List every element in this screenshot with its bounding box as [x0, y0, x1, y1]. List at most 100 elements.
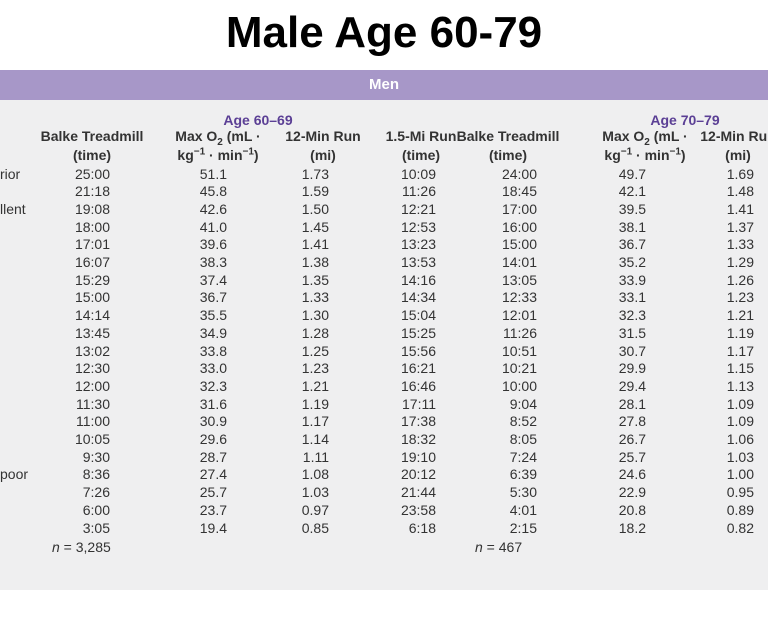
cell: 41.0 — [199, 218, 227, 235]
cell: 13:02 — [74, 342, 110, 359]
cell: 8:52 — [509, 413, 537, 430]
cell: 1.69 — [726, 165, 754, 182]
cell: 23:58 — [400, 501, 436, 518]
group-label: Age 60–69 — [223, 112, 293, 128]
cell: 12:00 — [74, 377, 110, 394]
cell: 1.25 — [301, 342, 329, 359]
cell: 1.14 — [301, 431, 329, 447]
header-text: −1 — [620, 146, 633, 158]
cell: 35.5 — [199, 307, 227, 324]
cell: 10:09 — [400, 165, 436, 182]
column-header: (time) — [402, 147, 440, 164]
cell: 20:12 — [400, 466, 436, 483]
cell: 1.30 — [301, 307, 329, 324]
row-label: poor — [0, 466, 29, 483]
cell: 18:45 — [501, 183, 537, 200]
cell: 1.21 — [301, 377, 329, 394]
header-text: · min — [205, 147, 243, 163]
cell: 33.0 — [199, 360, 227, 377]
cell: 17:11 — [402, 395, 436, 412]
group-label: Age 70–79 — [650, 112, 720, 128]
cell: 1.09 — [726, 395, 754, 412]
header-text: Balke Treadmill — [40, 128, 144, 144]
cell: 12:01 — [501, 307, 537, 324]
column-header: 12-Min Run — [285, 128, 360, 145]
cell: 15:56 — [400, 342, 436, 359]
cell: 15:00 — [501, 236, 537, 253]
cell: 31.5 — [618, 324, 646, 341]
cell: 1.19 — [301, 395, 329, 412]
note-text: n — [475, 539, 483, 556]
header-text: kg — [604, 147, 621, 163]
cell: 1.26 — [726, 271, 754, 288]
cell: 1.29 — [726, 254, 754, 270]
header-text: ) — [680, 147, 686, 163]
cell: 27.8 — [618, 413, 646, 430]
header-text: Max O — [175, 128, 218, 144]
cell: 1.23 — [726, 289, 754, 306]
cell: 18:00 — [74, 218, 110, 235]
cell: 12:53 — [400, 218, 436, 235]
sample-size: n = 3,285 — [52, 539, 111, 556]
cell: 1.41 — [301, 236, 329, 253]
cell: 15:25 — [400, 324, 436, 341]
cell: 25:00 — [74, 165, 110, 182]
header-text: (time) — [401, 147, 441, 163]
header-text: (mi) — [310, 147, 336, 163]
cell: 8:05 — [509, 431, 537, 447]
cell: 38.1 — [618, 218, 646, 235]
table-panel: Men Age 60–69 Age 70–79 Balke Treadmill (ti… — [0, 70, 768, 590]
cell: 27.4 — [199, 466, 227, 483]
cell: 4:01 — [509, 501, 537, 518]
column-header: (time) — [73, 147, 111, 164]
cell: 15:04 — [400, 307, 436, 324]
cell: 0.85 — [301, 519, 329, 536]
cell: 0.82 — [726, 519, 754, 536]
column-header: 12-Min Run — [700, 128, 768, 145]
cell: 10:51 — [501, 342, 537, 359]
cell: 0.89 — [726, 501, 754, 518]
row-label: llent — [0, 200, 26, 217]
cell: 14:14 — [74, 307, 110, 324]
cell: 1.03 — [726, 448, 754, 465]
header-text: 12-Min Run — [285, 128, 361, 144]
cell: 1.09 — [726, 413, 754, 430]
cell: 16:21 — [400, 360, 436, 377]
cell: 1.38 — [301, 254, 329, 270]
cell: 17:01 — [74, 236, 110, 253]
cell: 1.45 — [301, 218, 329, 235]
cell: 18.2 — [618, 519, 646, 536]
cell: 9:04 — [509, 395, 537, 412]
cell: 28.7 — [199, 448, 227, 465]
cell: 8:36 — [82, 466, 110, 483]
cell: 42.1 — [618, 183, 646, 200]
cell: 35.2 — [618, 254, 646, 270]
cell: 1.08 — [301, 466, 329, 483]
cell: 29.6 — [199, 431, 227, 447]
cell: 36.7 — [618, 236, 646, 253]
cell: 1.13 — [726, 377, 754, 394]
cell: 11:26 — [503, 324, 537, 341]
cell: 1.19 — [726, 324, 754, 341]
cell: 1.33 — [726, 236, 754, 253]
cell: 24.6 — [618, 466, 646, 483]
cell: 16:07 — [74, 254, 110, 270]
cell: 1.17 — [301, 413, 329, 430]
cell: 11:00 — [76, 413, 110, 430]
cell: 13:05 — [501, 271, 537, 288]
header-text: (mL · — [222, 128, 261, 144]
header-text: −1 — [669, 146, 681, 158]
cell: 49.7 — [618, 165, 646, 182]
title: Male Age 60-79 — [225, 8, 543, 57]
header-text: Max O — [602, 128, 645, 144]
cell: 13:45 — [74, 324, 110, 341]
cell: 38.3 — [199, 254, 227, 270]
header-text: (mi) — [725, 147, 751, 163]
cell: 1.03 — [301, 484, 329, 501]
cell: 6:39 — [509, 466, 537, 483]
note-text: n — [52, 539, 60, 556]
cell: 45.8 — [199, 183, 227, 200]
column-header: kg−1 · min−1) — [177, 147, 258, 164]
cell: 29.9 — [618, 360, 646, 377]
cell: 1.00 — [726, 466, 754, 483]
